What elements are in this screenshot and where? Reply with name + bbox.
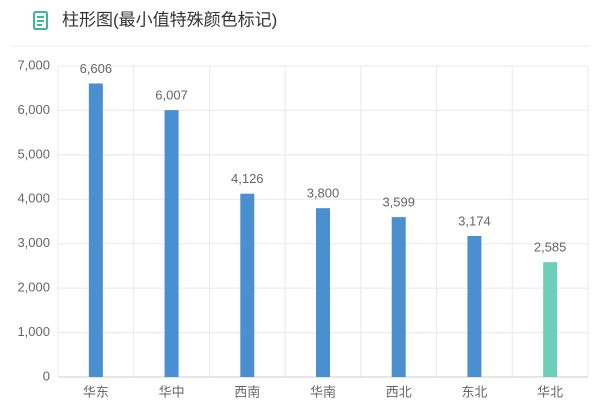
value-label: 6,007 [155, 88, 188, 103]
x-tick-label: 华中 [159, 384, 185, 399]
y-tick-label: 5,000 [17, 146, 50, 161]
x-tick-label: 华北 [537, 384, 563, 399]
value-label: 3,599 [382, 195, 415, 210]
title-icon [33, 11, 48, 30]
y-tick-label: 4,000 [17, 191, 50, 206]
value-label: 2,585 [534, 240, 567, 255]
x-tick-label: 华南 [310, 384, 336, 399]
chart-title: 柱形图(最小值特殊颜色标记) [62, 10, 277, 29]
y-tick-label: 7,000 [17, 57, 50, 72]
x-tick-label: 华东 [83, 384, 109, 399]
bar [316, 208, 330, 377]
x-tick-label: 东北 [461, 384, 487, 399]
bar [543, 262, 558, 377]
x-tick-label: 西北 [386, 384, 412, 399]
value-label: 6,606 [80, 61, 113, 76]
bar [164, 110, 179, 378]
y-tick-label: 6,000 [17, 102, 50, 117]
x-tick-label: 西南 [234, 384, 260, 399]
value-label: 4,126 [231, 171, 264, 186]
y-tick-label: 1,000 [17, 324, 50, 339]
bar [391, 217, 406, 377]
bar [88, 83, 103, 378]
value-label: 3,174 [458, 213, 491, 228]
bar [240, 193, 255, 377]
bar [467, 235, 482, 377]
y-tick-label: 2,000 [17, 280, 50, 295]
y-tick-label: 0 [43, 368, 50, 383]
value-label: 3,800 [307, 186, 340, 201]
y-tick-label: 3,000 [17, 235, 50, 250]
